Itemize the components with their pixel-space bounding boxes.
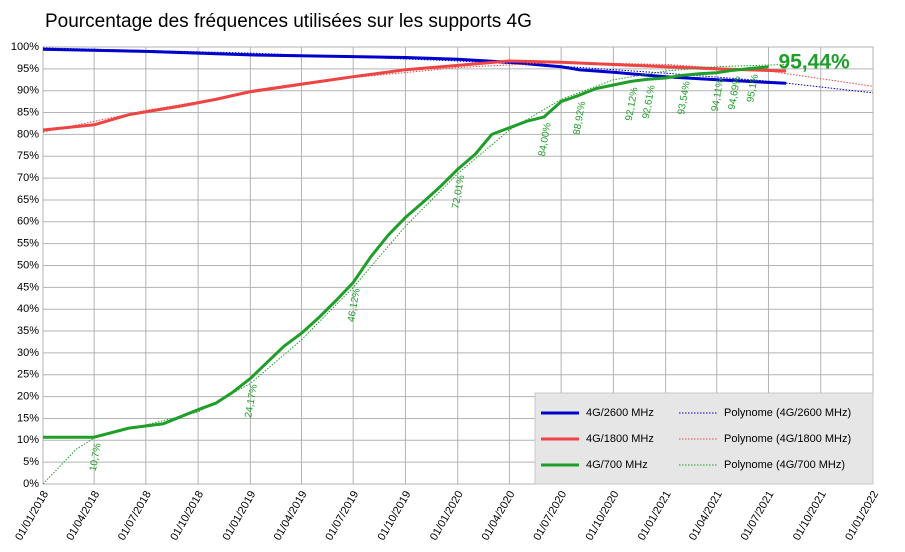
- y-tick-label: 5%: [23, 456, 39, 468]
- x-tick-label: 01/10/2019: [376, 489, 414, 543]
- x-tick-label: 01/10/2021: [791, 489, 829, 543]
- legend-label: Polynome (4G/700 MHz): [724, 459, 845, 471]
- x-tick-label: 01/07/2021: [739, 489, 777, 543]
- y-tick-label: 50%: [17, 259, 39, 271]
- y-tick-label: 55%: [17, 238, 39, 250]
- legend-label: Polynome (4G/1800 MHz): [724, 433, 851, 445]
- y-tick-label: 60%: [17, 216, 39, 228]
- y-tick-label: 100%: [11, 41, 39, 53]
- y-tick-label: 25%: [17, 369, 39, 381]
- y-tick-label: 40%: [17, 303, 39, 315]
- plot-frame: [42, 46, 874, 485]
- chart-title: Pourcentage des fréquences utilisées sur…: [45, 11, 532, 32]
- y-tick-label: 90%: [17, 85, 39, 97]
- y-tick-label: 45%: [17, 281, 39, 293]
- x-tick-label: 01/04/2020: [480, 489, 518, 543]
- value-label: 92,12%: [624, 86, 641, 121]
- value-label: 93,54%: [676, 80, 693, 115]
- x-tick-label: 01/04/2021: [687, 489, 725, 543]
- x-tick-label: 01/07/2019: [323, 489, 361, 543]
- y-tick-label: 95%: [17, 63, 39, 75]
- y-tick-label: 85%: [17, 106, 39, 118]
- trend-line: [42, 47, 874, 94]
- data-line: [42, 59, 787, 132]
- y-tick-label: 35%: [17, 325, 39, 337]
- value-label: 84,00%: [537, 122, 554, 157]
- x-tick-label: 01/01/2022: [843, 489, 881, 543]
- x-tick-label: 01/10/2018: [168, 489, 206, 543]
- legend-label: 4G/2600 MHz: [586, 407, 654, 419]
- x-tick-label: 01/04/2019: [272, 489, 310, 543]
- value-label: 72,01%: [451, 174, 468, 209]
- trend-line: [42, 64, 787, 485]
- x-tick-label: 01/10/2020: [584, 489, 622, 543]
- y-tick-label: 0%: [23, 478, 39, 490]
- y-tick-label: 70%: [17, 172, 39, 184]
- x-tick-label: 01/07/2020: [531, 489, 569, 543]
- x-tick-label: 01/01/2020: [428, 489, 466, 543]
- y-tick-label: 80%: [17, 128, 39, 140]
- legend-label: 4G/1800 MHz: [586, 433, 654, 445]
- legend-label: 4G/700 MHz: [586, 459, 648, 471]
- value-label: 94,11%: [710, 78, 727, 113]
- y-tick-label: 30%: [17, 347, 39, 359]
- value-label: 95,44%: [778, 50, 850, 73]
- y-tick-label: 15%: [17, 412, 39, 424]
- x-tick-label: 01/01/2019: [221, 489, 259, 543]
- y-tick-label: 20%: [17, 391, 39, 403]
- y-tick-label: 65%: [17, 194, 39, 206]
- data-line: [43, 65, 769, 439]
- value-label: 88,92%: [572, 100, 589, 135]
- y-tick-label: 10%: [17, 434, 39, 446]
- value-label: 24,17%: [243, 383, 260, 418]
- value-label: 10,7%: [88, 442, 104, 472]
- legend-label: Polynome (4G/2600 MHz): [724, 407, 851, 419]
- x-tick-label: 01/01/2018: [13, 489, 51, 543]
- y-tick-label: 75%: [17, 150, 39, 162]
- x-tick-label: 01/04/2018: [64, 489, 102, 543]
- x-tick-label: 01/07/2018: [116, 489, 154, 543]
- x-tick-label: 01/01/2021: [636, 489, 674, 543]
- value-label: 92,61%: [641, 84, 658, 119]
- value-label: 95,1%: [745, 73, 761, 103]
